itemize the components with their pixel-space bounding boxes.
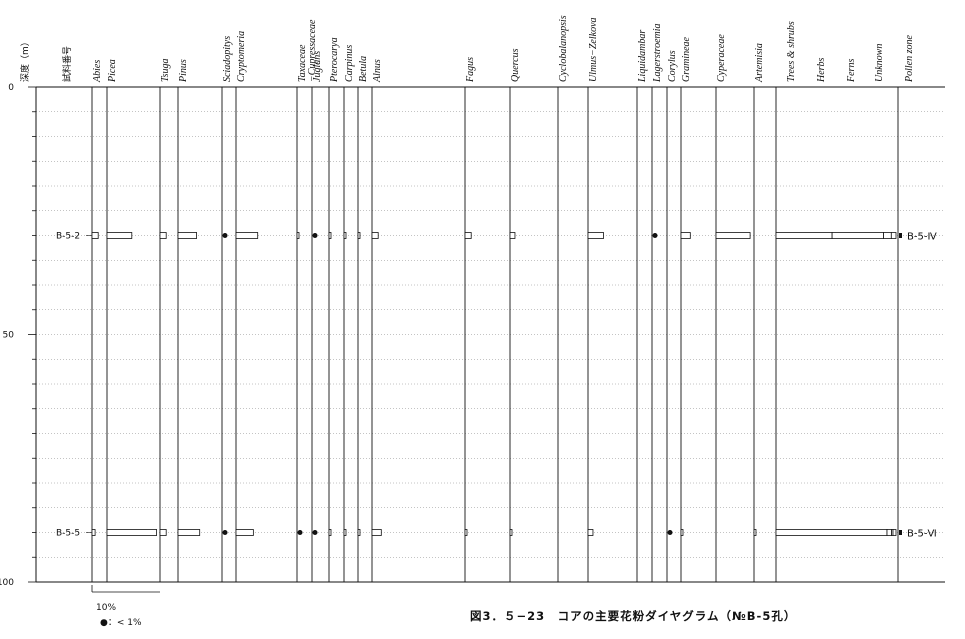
pollen-bar bbox=[509, 232, 516, 239]
taxon-label: Abies bbox=[92, 60, 103, 83]
pollen-bar bbox=[296, 232, 300, 239]
summary-bar-segment bbox=[886, 529, 892, 536]
taxon-label: Sciadopitys bbox=[222, 36, 233, 82]
taxon-label: Ulmus−Zelkova bbox=[588, 17, 599, 82]
pollen-bar bbox=[177, 529, 201, 536]
taxon-label: −Cupressaceae bbox=[307, 19, 318, 82]
taxon-label: Betula bbox=[358, 56, 369, 82]
pollen-dot bbox=[312, 530, 318, 535]
taxon-label: Lagerstroemia bbox=[652, 23, 663, 83]
pollen-bar bbox=[715, 232, 751, 239]
pollen-dot bbox=[667, 530, 673, 535]
pollen-bar bbox=[343, 232, 347, 239]
pollen-bar bbox=[106, 232, 133, 239]
summary-bar-segment bbox=[775, 529, 888, 536]
taxon-label: Quercus bbox=[510, 48, 521, 82]
summary-label: Unknown bbox=[874, 44, 885, 82]
pollen-dot bbox=[222, 530, 228, 535]
pollen-dot bbox=[297, 530, 303, 535]
taxon-label: Cyperaceae bbox=[716, 34, 727, 82]
legend-dot-label: ●：< 1% bbox=[100, 618, 142, 628]
taxon-label: Pterocarya bbox=[329, 37, 340, 83]
taxon-label: Liquidambar bbox=[637, 30, 648, 83]
pollen-bar bbox=[680, 232, 691, 239]
legend: 10% ●：< 1% bbox=[91, 585, 160, 628]
pollen-bar bbox=[357, 529, 361, 536]
summary-bar-segment bbox=[892, 529, 897, 536]
pollen-bar bbox=[235, 232, 259, 239]
zone-marker bbox=[899, 530, 902, 535]
pollen-bar bbox=[587, 529, 594, 536]
legend-scale-label: 10% bbox=[96, 603, 116, 613]
taxon-label: Tsuga bbox=[160, 58, 171, 82]
taxon-label: Fagus bbox=[465, 57, 476, 83]
pollen-bar bbox=[509, 529, 513, 536]
pollen-bar bbox=[371, 232, 379, 239]
summary-label: Herbs bbox=[816, 57, 827, 83]
taxon-label: Corylus bbox=[667, 50, 678, 82]
pollen-bar bbox=[680, 529, 684, 536]
taxon-label: Alnus bbox=[372, 59, 383, 83]
pollen-bar bbox=[177, 232, 198, 239]
pollen-bar bbox=[464, 232, 472, 239]
pollen-bar bbox=[587, 232, 604, 239]
pollen-bar bbox=[328, 529, 332, 536]
taxon-label: Gramineae bbox=[681, 36, 692, 82]
pollen-bar bbox=[91, 529, 96, 536]
pollen-bars bbox=[91, 232, 902, 536]
taxon-label: Taxaceae bbox=[297, 44, 308, 82]
taxon-labels: Abies Picea Tsuga Pinus Sciadopitys Cryptomer… bbox=[56, 15, 937, 539]
pollen-dot bbox=[652, 233, 658, 238]
pollen-bar bbox=[357, 232, 361, 239]
zone-label: B-5-Ⅳ bbox=[907, 232, 937, 243]
taxon-label: Carpinus bbox=[344, 45, 355, 82]
pollen-bar bbox=[159, 529, 167, 536]
taxon-label: Picea bbox=[107, 59, 118, 83]
figure-caption: 図3．５−23 コアの主要花粉ダイヤグラム（№B-5孔） bbox=[470, 609, 796, 623]
sample-label: B-5-5 bbox=[56, 529, 80, 539]
sample-header: 試料番号 bbox=[61, 46, 73, 82]
grid-lines bbox=[36, 86, 945, 583]
depth-tick-label: 0 bbox=[8, 83, 14, 93]
taxon-columns bbox=[91, 87, 899, 582]
summary-bar-segment bbox=[883, 232, 892, 239]
pollen-bar bbox=[91, 232, 99, 239]
pollen-bar bbox=[159, 232, 167, 239]
taxon-label: Artemisia bbox=[754, 43, 765, 83]
pollen-bar bbox=[106, 529, 157, 536]
depth-tick-label: 100 bbox=[0, 578, 14, 588]
depth-tick-label: 50 bbox=[3, 331, 15, 341]
pollen-bar bbox=[328, 232, 332, 239]
pollen-zone-header: Pollen zone bbox=[904, 35, 915, 83]
pollen-dot bbox=[222, 233, 228, 238]
depth-axis: 0 50 100 bbox=[0, 83, 37, 588]
taxon-label: Cyclobalanopsis bbox=[558, 15, 569, 82]
taxon-label: Juglans bbox=[312, 51, 323, 82]
summary-bar-segment bbox=[890, 232, 897, 239]
zone-label: B-5-Ⅵ bbox=[907, 529, 937, 540]
summary-bar-segment bbox=[775, 232, 833, 239]
pollen-bar bbox=[464, 529, 468, 536]
summary-label: Trees & shrubs bbox=[786, 21, 797, 82]
pollen-bar bbox=[235, 529, 254, 536]
summary-bar-segment bbox=[831, 232, 884, 239]
taxon-label: Cryptomeria bbox=[236, 31, 247, 82]
pollen-bar bbox=[371, 529, 382, 536]
pollen-bar bbox=[753, 529, 757, 536]
taxon-label: Pinus bbox=[178, 59, 189, 83]
sample-label: B-5-2 bbox=[56, 232, 80, 242]
summary-label: Ferns bbox=[846, 59, 857, 83]
pollen-dot bbox=[312, 233, 318, 238]
zone-marker bbox=[899, 233, 902, 238]
depth-header: 深度（m） bbox=[19, 37, 31, 82]
pollen-bar bbox=[343, 529, 347, 536]
